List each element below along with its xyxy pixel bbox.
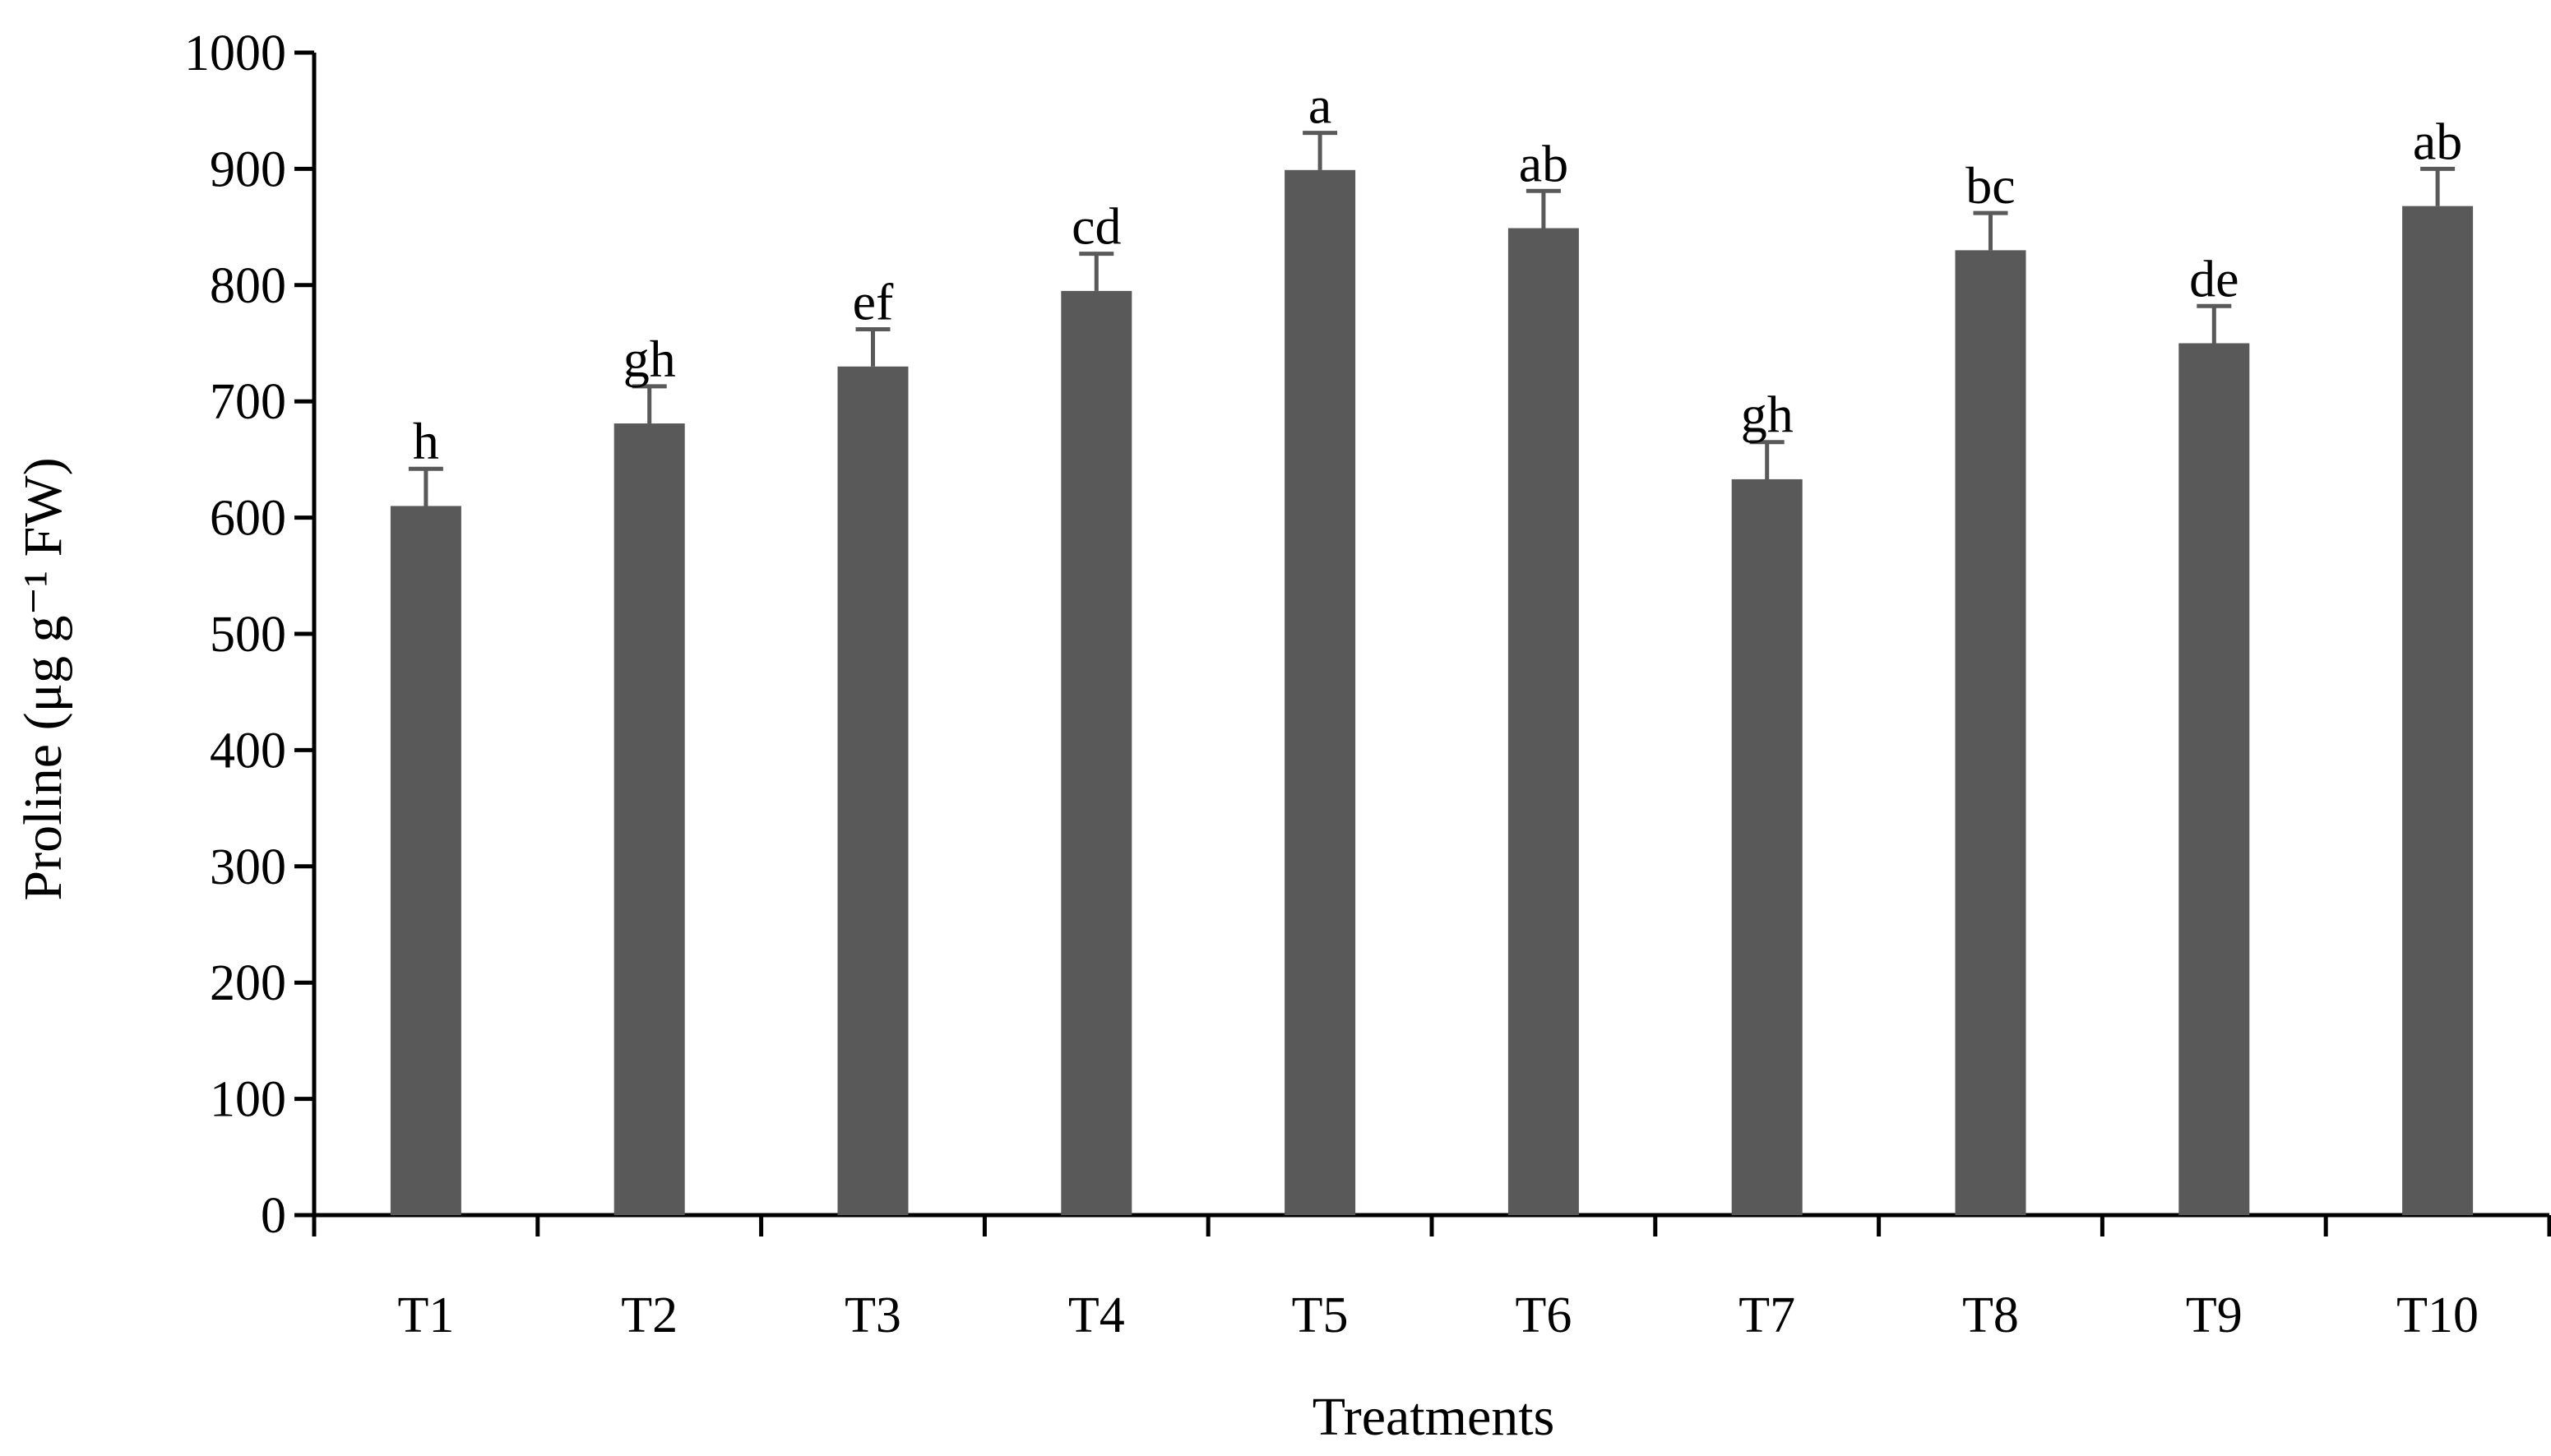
significance-label-t2: gh — [623, 330, 676, 388]
x-axis: T1 T2 T3 T4 T5 T6 T7 T8 T9 T10 — [312, 1213, 2551, 1343]
bar-t2 — [613, 423, 685, 1215]
significance-label-t7: gh — [1741, 386, 1794, 444]
x-tick-label-t6: T6 — [1515, 1287, 1572, 1343]
y-axis-title: Proline (μg g⁻¹ FW) — [13, 457, 73, 900]
y-tick-label: 0 — [261, 1188, 286, 1244]
bar-t4 — [1061, 290, 1132, 1215]
error-bars — [408, 131, 2456, 506]
bar-t7 — [1731, 478, 1803, 1215]
y-tick-label: 900 — [210, 141, 286, 197]
bar-t3 — [837, 366, 909, 1215]
x-tick-label-t5: T5 — [1292, 1287, 1349, 1343]
significance-label-t6: ab — [1519, 134, 1568, 192]
x-tick-label-t3: T3 — [845, 1287, 901, 1343]
significance-label-t10: ab — [2413, 112, 2462, 170]
x-axis-title: Treatments — [1313, 1387, 1555, 1447]
bar-t8 — [1955, 250, 2026, 1215]
bar-t6 — [1507, 228, 1579, 1215]
bar-t1 — [390, 506, 461, 1215]
x-tick-label-t9: T9 — [2186, 1287, 2243, 1343]
bar-t5 — [1285, 169, 1356, 1216]
significance-label-t3: ef — [853, 273, 894, 331]
y-tick-label: 600 — [210, 491, 286, 547]
y-tick-label: 200 — [210, 955, 286, 1011]
x-tick-label-t8: T8 — [1962, 1287, 2019, 1343]
x-tick-label-t4: T4 — [1068, 1287, 1125, 1343]
significance-labels: h gh ef cd a ab gh bc de ab — [413, 76, 2462, 471]
significance-label-t5: a — [1308, 76, 1331, 135]
x-tick-label-t7: T7 — [1738, 1287, 1795, 1343]
bars — [390, 169, 2474, 1216]
significance-label-t9: de — [2189, 249, 2238, 307]
x-tick-label-t1: T1 — [397, 1287, 454, 1343]
bar-t10 — [2402, 206, 2474, 1216]
y-axis: 0 100 200 300 400 500 600 700 800 900 1000 — [184, 25, 317, 1244]
y-tick-label: 400 — [210, 723, 286, 779]
y-tick-label: 500 — [210, 607, 286, 663]
x-tick-label-t2: T2 — [621, 1287, 678, 1343]
y-tick-label: 100 — [210, 1072, 286, 1128]
y-tick-label: 1000 — [184, 25, 286, 81]
x-tick-label-t10: T10 — [2396, 1287, 2479, 1343]
significance-label-t4: cd — [1072, 197, 1121, 256]
bar-t9 — [2178, 343, 2250, 1215]
y-tick-label: 300 — [210, 839, 286, 895]
significance-label-t8: bc — [1965, 156, 2015, 215]
y-tick-label: 700 — [210, 374, 286, 430]
y-tick-label: 800 — [210, 258, 286, 314]
significance-label-t1: h — [413, 412, 439, 470]
